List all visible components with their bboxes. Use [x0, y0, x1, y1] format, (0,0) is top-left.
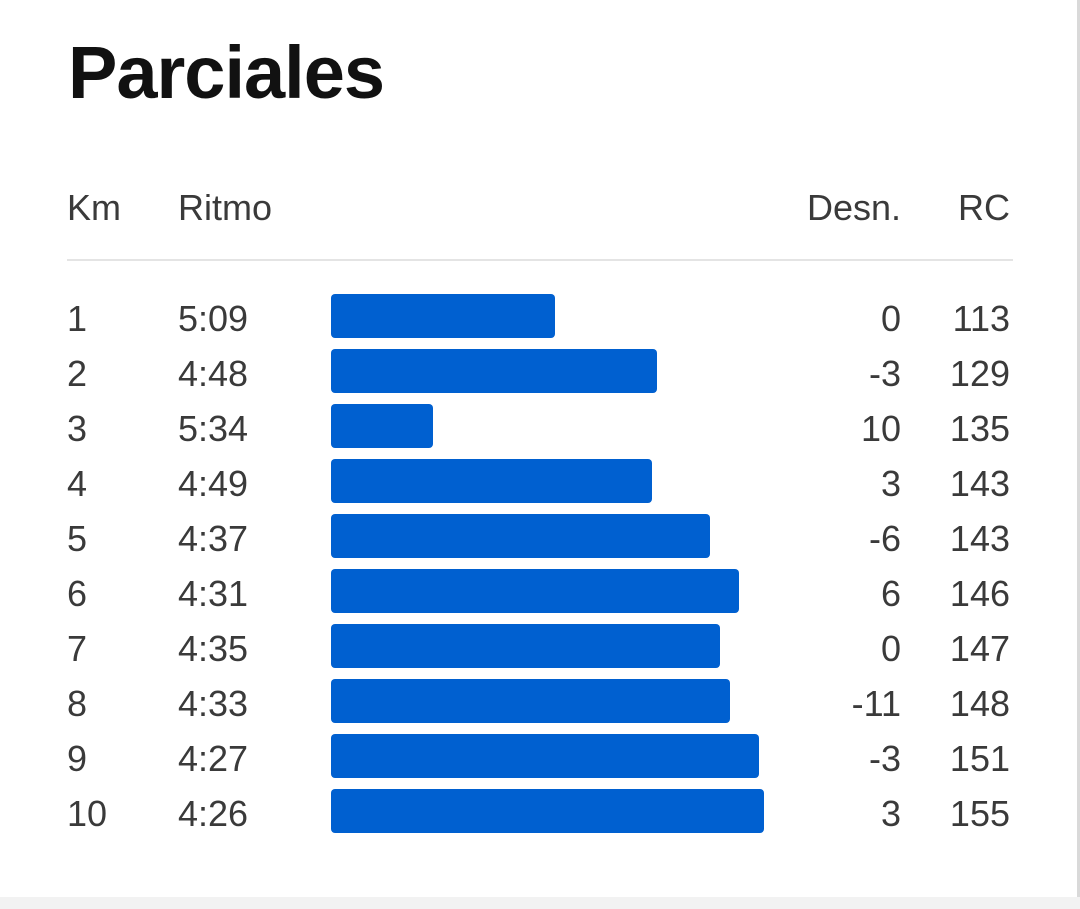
split-row: 7 4:35 0 147 [0, 624, 1077, 679]
split-pace: 4:37 [178, 518, 249, 559]
split-pace: 5:34 [178, 408, 249, 449]
split-km: 7 [67, 628, 88, 669]
split-pace-bar [331, 404, 433, 448]
split-pace: 4:48 [178, 353, 249, 394]
split-pace: 4:33 [178, 683, 249, 724]
split-pace-bar [331, 514, 710, 558]
header-divider [67, 259, 1013, 261]
split-elevation: 0 [880, 298, 901, 339]
split-km: 2 [67, 353, 88, 394]
split-pace-bar [331, 459, 652, 503]
split-elevation: 3 [880, 793, 901, 834]
split-elevation: -6 [868, 518, 901, 559]
split-km: 3 [67, 408, 88, 449]
split-elevation: 10 [860, 408, 901, 449]
split-row: 10 4:26 3 155 [0, 789, 1077, 844]
split-heart-rate: 113 [952, 298, 1010, 339]
split-pace: 4:26 [178, 793, 249, 834]
split-km: 1 [67, 298, 88, 339]
split-row: 3 5:34 10 135 [0, 404, 1077, 459]
split-heart-rate: 155 [949, 793, 1010, 834]
split-row: 5 4:37 -6 143 [0, 514, 1077, 569]
column-header-pace: Ritmo [178, 187, 273, 228]
split-elevation: -11 [851, 683, 901, 724]
split-km: 4 [67, 463, 88, 504]
column-header-elevation: Desn. [806, 187, 901, 228]
split-heart-rate: 135 [949, 408, 1010, 449]
column-header-heart-rate: RC [958, 187, 1010, 228]
split-pace: 4:35 [178, 628, 249, 669]
split-elevation: -3 [868, 353, 901, 394]
split-pace-bar [331, 624, 720, 668]
split-km: 8 [67, 683, 88, 724]
split-elevation: 0 [880, 628, 901, 669]
split-row: 8 4:33 -11 148 [0, 679, 1077, 734]
split-pace: 4:49 [178, 463, 249, 504]
page-title: Parciales [68, 31, 385, 114]
split-pace-bar [331, 679, 730, 723]
split-elevation: -3 [868, 738, 901, 779]
split-km: 10 [67, 793, 108, 834]
split-km: 9 [67, 738, 88, 779]
split-km: 6 [67, 573, 88, 614]
split-heart-rate: 147 [949, 628, 1010, 669]
split-heart-rate: 143 [949, 463, 1010, 504]
split-heart-rate: 151 [949, 738, 1010, 779]
split-km: 5 [67, 518, 88, 559]
split-row: 6 4:31 6 146 [0, 569, 1077, 624]
split-pace-bar [331, 294, 555, 338]
split-pace-bar [331, 349, 657, 393]
split-heart-rate: 143 [949, 518, 1010, 559]
split-pace: 5:09 [178, 298, 249, 339]
split-pace-bar [331, 789, 764, 833]
split-heart-rate: 146 [949, 573, 1010, 614]
split-pace: 4:27 [178, 738, 249, 779]
split-heart-rate: 129 [949, 353, 1010, 394]
column-header-km: Km [67, 187, 121, 228]
split-pace: 4:31 [178, 573, 249, 614]
split-elevation: 6 [880, 573, 901, 614]
split-elevation: 3 [880, 463, 901, 504]
split-row: 1 5:09 0 113 [0, 294, 1077, 349]
split-row: 2 4:48 -3 129 [0, 349, 1077, 404]
split-pace-bar [331, 734, 759, 778]
split-row: 4 4:49 3 143 [0, 459, 1077, 514]
split-pace-bar [331, 569, 739, 613]
split-heart-rate: 148 [949, 683, 1010, 724]
split-row: 9 4:27 -3 151 [0, 734, 1077, 789]
